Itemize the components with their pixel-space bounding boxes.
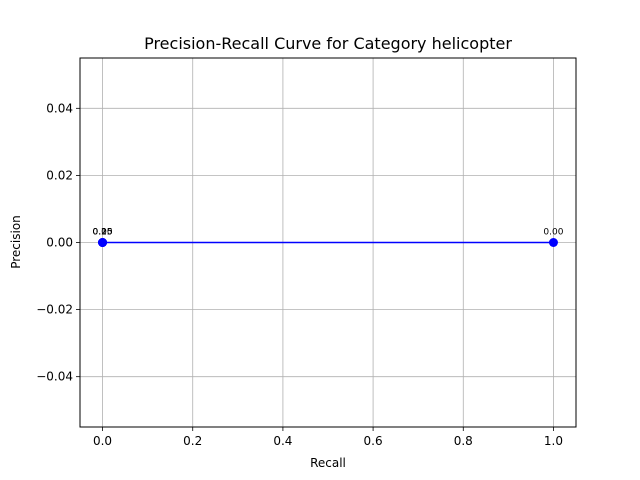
x-tick-label: 0.2 — [183, 434, 202, 448]
x-tick-label: 0.6 — [364, 434, 383, 448]
chart-title: Precision-Recall Curve for Category heli… — [144, 34, 512, 53]
y-tick-label: −0.02 — [36, 303, 73, 317]
series-layer: 0.250.100.05 0.00 — [93, 228, 564, 247]
y-tick-label: 0.02 — [46, 168, 73, 182]
x-axis-label: Recall — [310, 456, 346, 470]
y-tick-label: −0.04 — [36, 370, 73, 384]
y-tick-label: 0.00 — [46, 236, 73, 250]
x-tick-label: 0.8 — [454, 434, 473, 448]
data-label: 0.25 — [93, 228, 113, 238]
x-tick-label: 0.0 — [93, 434, 112, 448]
data-label: 0.05 — [93, 228, 113, 238]
data-point — [98, 238, 108, 247]
x-tick-label: 1.0 — [544, 434, 563, 448]
ticks: 0.0 0.2 0.4 0.6 0.8 1.0 −0.04 −0.02 0.00 0.02 0.04 — [36, 101, 563, 448]
x-tick-label: 0.4 — [273, 434, 292, 448]
y-axis-label: Precision — [9, 215, 23, 269]
data-label: 0.10 — [93, 228, 113, 238]
data-label: 0.00 — [543, 228, 563, 238]
y-tick-label: 0.04 — [46, 101, 73, 115]
data-point — [548, 238, 558, 247]
